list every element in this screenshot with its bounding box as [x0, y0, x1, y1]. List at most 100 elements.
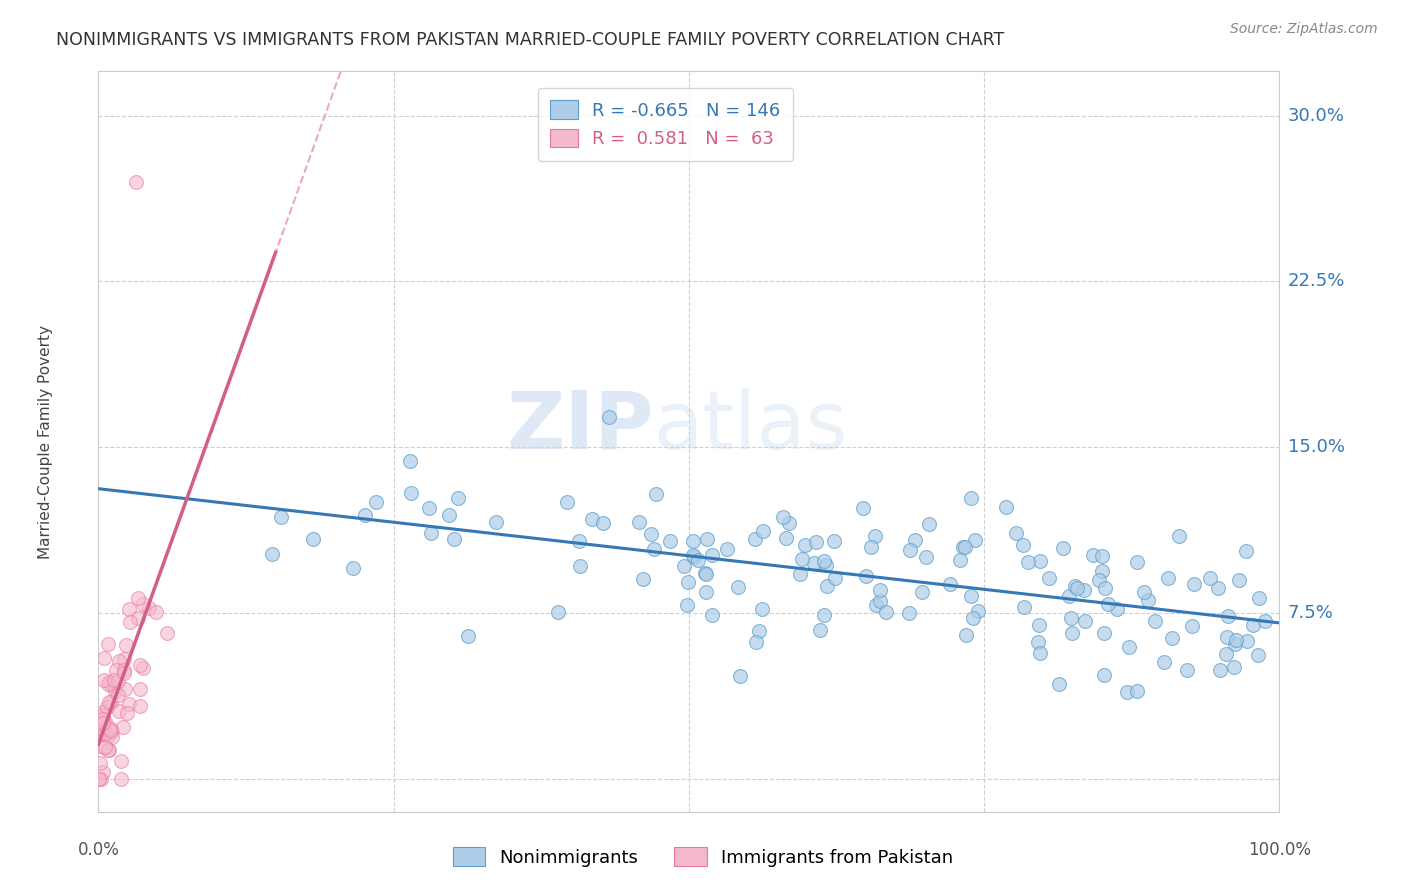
Point — [1133, 584, 1156, 599]
Point — [1206, 581, 1229, 595]
Point — [744, 532, 766, 546]
Point — [695, 566, 717, 581]
Point — [302, 532, 325, 546]
Point — [129, 681, 152, 696]
Point — [100, 695, 122, 709]
Point — [730, 669, 752, 683]
Point — [949, 553, 972, 567]
Point — [89, 756, 111, 770]
Point — [1137, 593, 1160, 607]
Point — [112, 665, 135, 680]
Point — [91, 765, 114, 780]
Point — [904, 533, 927, 548]
Point — [91, 722, 114, 736]
Point — [118, 602, 141, 616]
Point — [569, 559, 592, 574]
Point — [1059, 589, 1081, 603]
Point — [995, 500, 1018, 514]
Point — [90, 726, 112, 740]
Point — [91, 712, 114, 726]
Point — [97, 637, 120, 651]
Point — [1118, 640, 1140, 654]
Point — [813, 608, 835, 623]
Point — [94, 728, 117, 742]
Point — [676, 598, 699, 612]
Point — [101, 679, 124, 693]
Point — [94, 740, 117, 755]
Point — [627, 515, 650, 529]
Point — [897, 607, 920, 621]
Point — [354, 508, 377, 522]
Point — [1115, 685, 1137, 699]
Point — [1028, 618, 1050, 632]
Point — [1246, 648, 1268, 662]
Point — [814, 558, 837, 572]
Point — [644, 487, 666, 501]
Point — [96, 699, 118, 714]
Point — [270, 510, 292, 524]
Point — [103, 673, 125, 687]
Point — [97, 729, 120, 743]
Point — [1026, 635, 1049, 649]
Point — [1241, 617, 1264, 632]
Point — [1094, 668, 1116, 682]
Point — [97, 677, 120, 691]
Point — [869, 594, 891, 608]
Point — [1012, 599, 1035, 614]
Point — [98, 723, 121, 737]
Point — [156, 625, 179, 640]
Text: atlas: atlas — [654, 388, 848, 466]
Point — [118, 697, 141, 711]
Point — [108, 654, 131, 668]
Point — [683, 549, 706, 564]
Point — [790, 552, 813, 566]
Point — [727, 580, 749, 594]
Point — [952, 540, 974, 554]
Point — [1047, 677, 1070, 691]
Point — [555, 494, 578, 508]
Point — [112, 663, 135, 677]
Point — [100, 724, 122, 739]
Point — [132, 598, 155, 612]
Point — [918, 516, 941, 531]
Point — [1181, 619, 1204, 633]
Point — [682, 549, 704, 563]
Point — [1223, 637, 1246, 651]
Point — [100, 730, 122, 744]
Point — [1182, 577, 1205, 591]
Text: 22.5%: 22.5% — [1288, 272, 1346, 290]
Point — [420, 526, 443, 541]
Point — [399, 454, 422, 468]
Point — [824, 570, 846, 584]
Point — [89, 772, 111, 786]
Point — [659, 533, 682, 548]
Text: 15.0%: 15.0% — [1288, 438, 1344, 456]
Point — [1225, 633, 1247, 648]
Point — [94, 726, 117, 740]
Point — [1038, 571, 1060, 585]
Point — [110, 772, 132, 786]
Point — [131, 661, 153, 675]
Point — [581, 512, 603, 526]
Point — [108, 704, 131, 718]
Point — [959, 589, 981, 603]
Point — [702, 607, 724, 622]
Point — [547, 605, 569, 619]
Text: 0.0%: 0.0% — [77, 841, 120, 859]
Point — [418, 500, 440, 515]
Point — [1012, 537, 1035, 551]
Point — [855, 569, 877, 583]
Point — [953, 540, 976, 554]
Point — [91, 716, 114, 731]
Point — [1066, 581, 1088, 595]
Point — [1107, 602, 1129, 616]
Point — [105, 664, 128, 678]
Point — [1064, 579, 1087, 593]
Point — [129, 657, 152, 672]
Point — [789, 567, 811, 582]
Point — [90, 772, 112, 786]
Point — [804, 535, 827, 549]
Point — [1227, 573, 1250, 587]
Point — [1059, 611, 1081, 625]
Point — [1088, 573, 1111, 587]
